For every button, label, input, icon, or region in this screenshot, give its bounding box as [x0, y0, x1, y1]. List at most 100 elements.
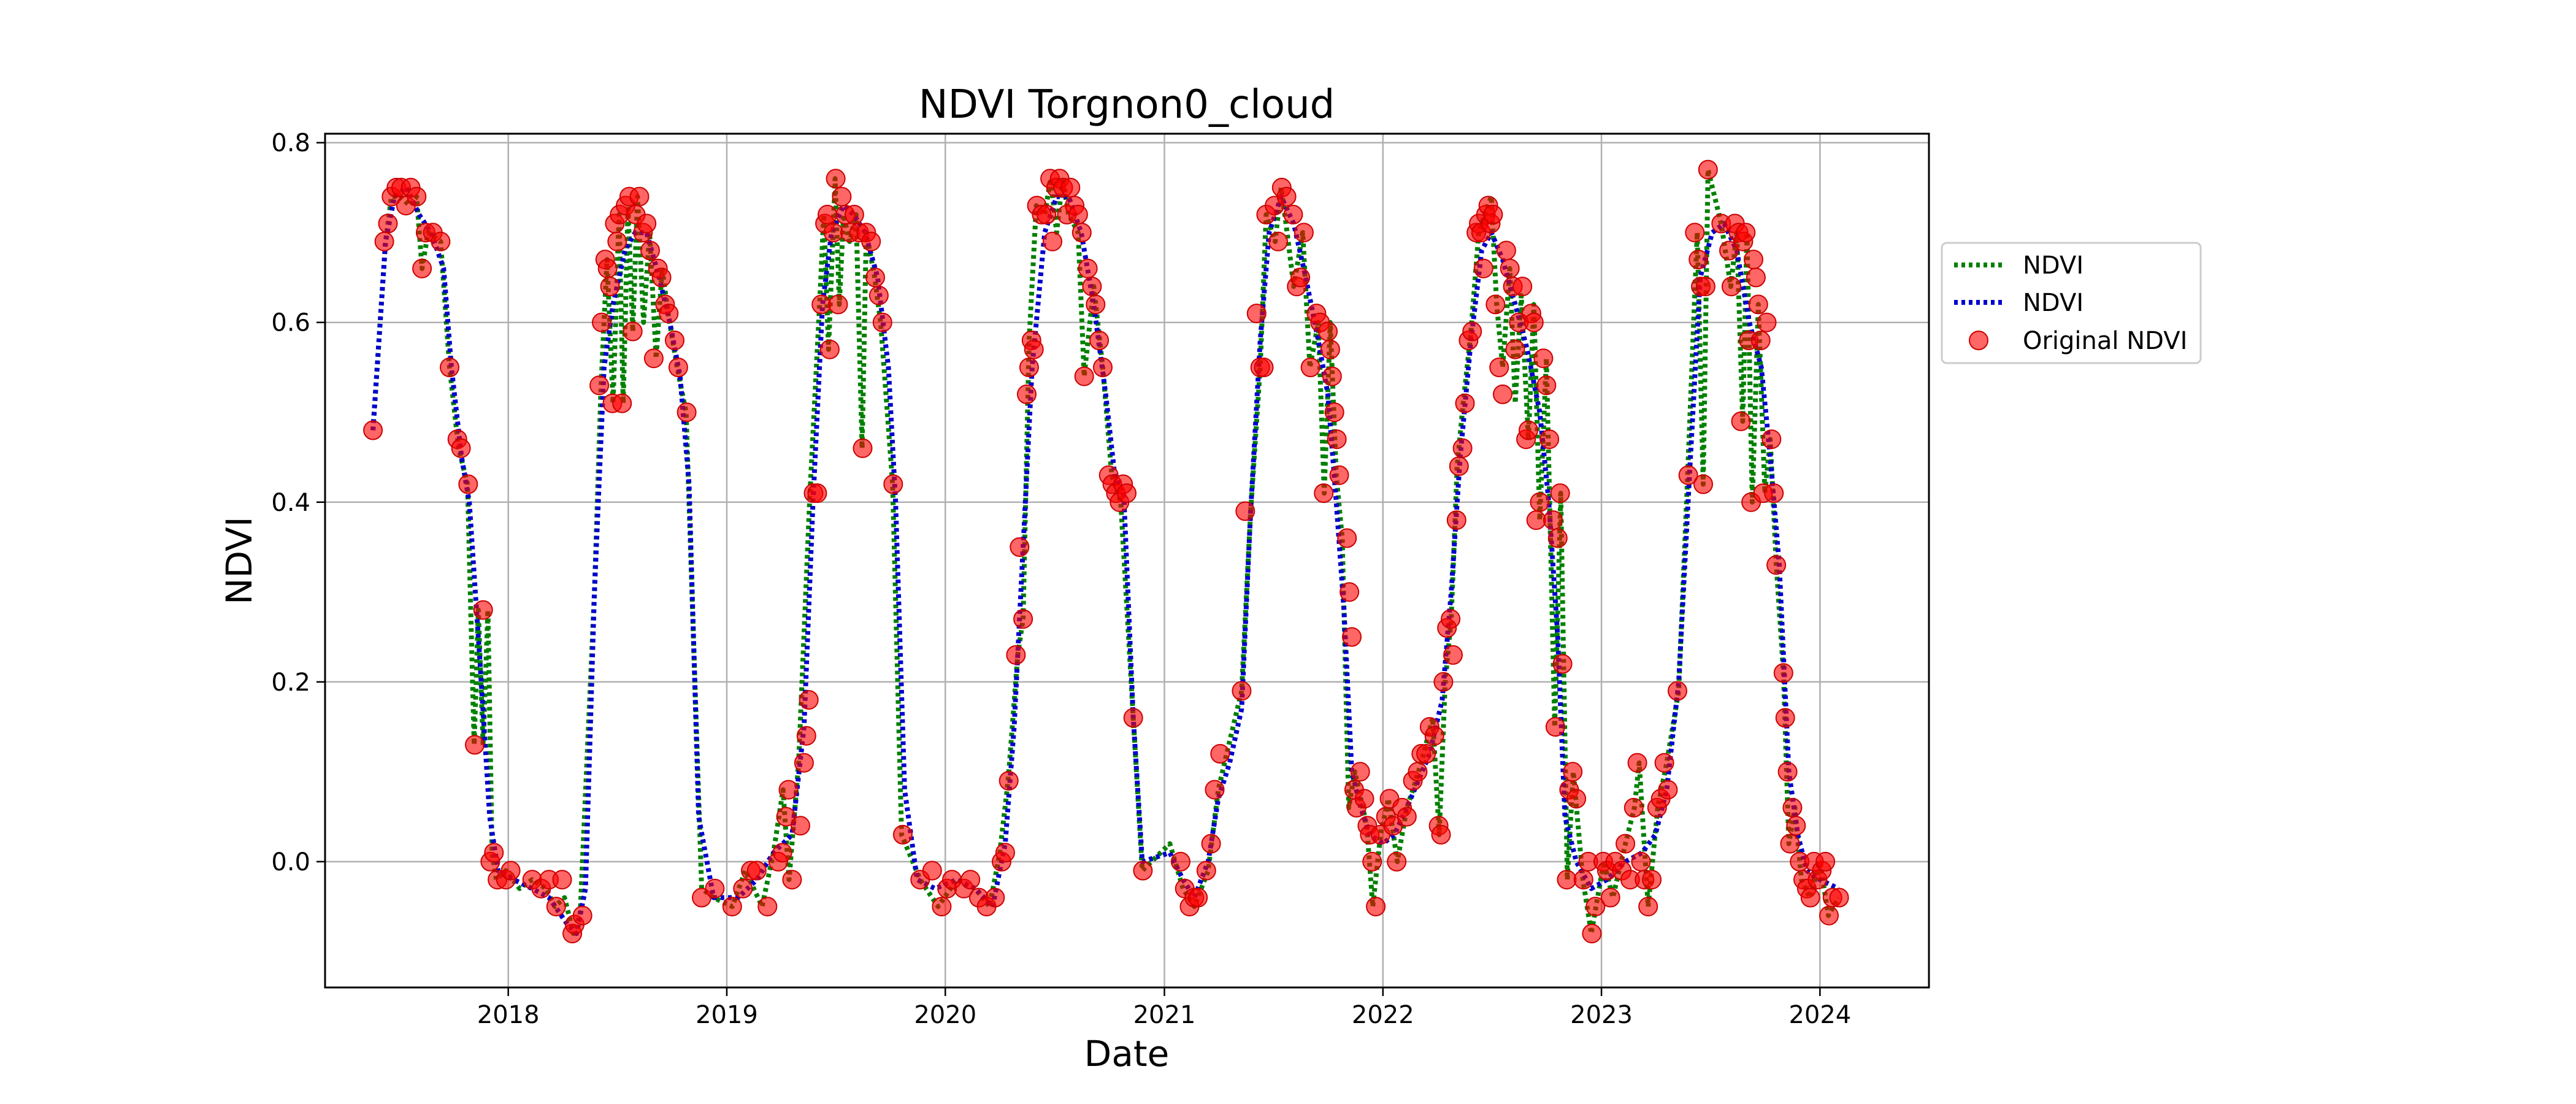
original-ndvi-point — [431, 231, 451, 251]
original-ndvi-point — [811, 294, 832, 315]
original-ndvi-point — [757, 897, 778, 917]
original-ndvi-point — [1123, 708, 1143, 728]
original-ndvi-point — [1329, 465, 1349, 485]
original-ndvi-point — [1387, 851, 1407, 872]
original-ndvi-point — [776, 807, 796, 827]
original-ndvi-point — [932, 897, 952, 917]
original-ndvi-point — [1232, 681, 1252, 701]
original-ndvi-point — [1543, 510, 1563, 531]
original-ndvi-point — [1043, 231, 1062, 251]
original-ndvi-point — [1623, 797, 1644, 818]
original-ndvi-point — [1654, 753, 1674, 773]
original-ndvi-point — [440, 358, 459, 377]
original-ndvi-point — [1006, 645, 1026, 665]
original-ndvi-point — [722, 897, 742, 917]
original-ndvi-point — [458, 474, 478, 494]
legend-label-ndvi-blue: NDVI — [2023, 289, 2083, 317]
original-ndvi-point — [465, 735, 485, 755]
original-ndvi-point — [1526, 510, 1546, 531]
original-ndvi-point — [1557, 870, 1577, 890]
original-ndvi-point — [637, 213, 657, 234]
original-ndvi-point — [1693, 474, 1713, 494]
original-ndvi-point — [832, 186, 852, 207]
original-ndvi-point — [374, 231, 394, 251]
original-ndvi-point — [799, 690, 819, 710]
original-ndvi-point — [1324, 402, 1344, 423]
original-ndvi-point — [1566, 789, 1587, 809]
original-ndvi-point — [872, 312, 892, 332]
original-ndvi-point — [1631, 851, 1651, 872]
original-ndvi-point — [1300, 358, 1321, 377]
original-ndvi-point — [600, 277, 620, 297]
original-ndvi-point — [1483, 204, 1503, 224]
y-tick-label: 0.8 — [271, 129, 310, 158]
original-ndvi-point — [1060, 177, 1081, 197]
original-ndvi-point — [853, 438, 873, 458]
original-ndvi-point — [1188, 887, 1208, 908]
y-axis-label: NDVI — [218, 516, 260, 605]
original-ndvi-point — [1019, 358, 1039, 377]
original-ndvi-point — [807, 483, 827, 504]
original-ndvi-point — [1089, 331, 1110, 350]
original-ndvi-point — [572, 905, 592, 926]
original-ndvi-point — [1397, 807, 1417, 827]
original-ndvi-point — [1600, 887, 1620, 908]
original-ndvi-point — [1782, 797, 1803, 818]
original-ndvi-point — [818, 204, 837, 224]
original-ndvi-point — [1078, 258, 1098, 278]
original-ndvi-point — [985, 887, 1005, 908]
original-ndvi-point — [1731, 411, 1751, 431]
original-ndvi-point — [1658, 780, 1678, 800]
original-ndvi-point — [607, 231, 627, 251]
original-ndvi-point — [1698, 159, 1718, 180]
original-ndvi-point — [1441, 609, 1461, 629]
original-ndvi-point — [1573, 870, 1593, 890]
original-ndvi-point — [1530, 492, 1550, 512]
original-ndvi-point — [1746, 267, 1766, 288]
original-ndvi-point — [844, 204, 864, 224]
original-ndvi-point — [1318, 321, 1338, 342]
original-ndvi-point — [1815, 851, 1836, 872]
original-ndvi-point — [1533, 348, 1554, 369]
original-ndvi-point — [1074, 366, 1094, 386]
original-ndvi-point — [1744, 250, 1763, 270]
legend-swatch-original-ndvi — [1969, 331, 1988, 350]
original-ndvi-point — [1642, 870, 1662, 890]
original-ndvi-point — [705, 878, 725, 899]
original-ndvi-point — [1246, 304, 1267, 324]
original-ndvi-point — [1773, 663, 1793, 683]
original-ndvi-point — [651, 267, 672, 288]
original-ndvi-point — [1780, 834, 1800, 854]
original-ndvi-point — [1761, 429, 1782, 450]
original-ndvi-point — [659, 304, 679, 324]
original-ndvi-point — [1748, 294, 1768, 315]
original-ndvi-point — [1268, 231, 1288, 251]
original-ndvi-point — [778, 780, 799, 800]
original-ndvi-point — [1668, 681, 1687, 701]
original-ndvi-point — [1068, 204, 1088, 224]
original-ndvi-point — [1408, 762, 1428, 782]
original-ndvi-point — [1552, 654, 1573, 674]
original-ndvi-point — [1685, 223, 1705, 243]
x-tick-label: 2021 — [1133, 1001, 1196, 1029]
original-ndvi-point — [1616, 834, 1636, 854]
original-ndvi-point — [819, 339, 840, 359]
original-ndvi-point — [1489, 358, 1509, 377]
original-ndvi-point — [1276, 186, 1297, 207]
original-ndvi-point — [823, 223, 843, 243]
original-ndvi-point — [1322, 366, 1342, 386]
original-ndvi-point — [1585, 897, 1606, 917]
original-ndvi-point — [1452, 438, 1473, 458]
original-ndvi-point — [407, 186, 427, 207]
y-tick-label: 0.4 — [271, 489, 310, 517]
original-ndvi-point — [1416, 744, 1436, 764]
original-ndvi-point — [668, 358, 688, 377]
original-ndvi-point — [1547, 528, 1568, 548]
original-ndvi-point — [1721, 277, 1741, 297]
original-ndvi-point — [1750, 331, 1771, 350]
original-ndvi-point — [1294, 223, 1314, 243]
original-ndvi-point — [1037, 204, 1057, 224]
original-ndvi-point — [746, 861, 767, 881]
